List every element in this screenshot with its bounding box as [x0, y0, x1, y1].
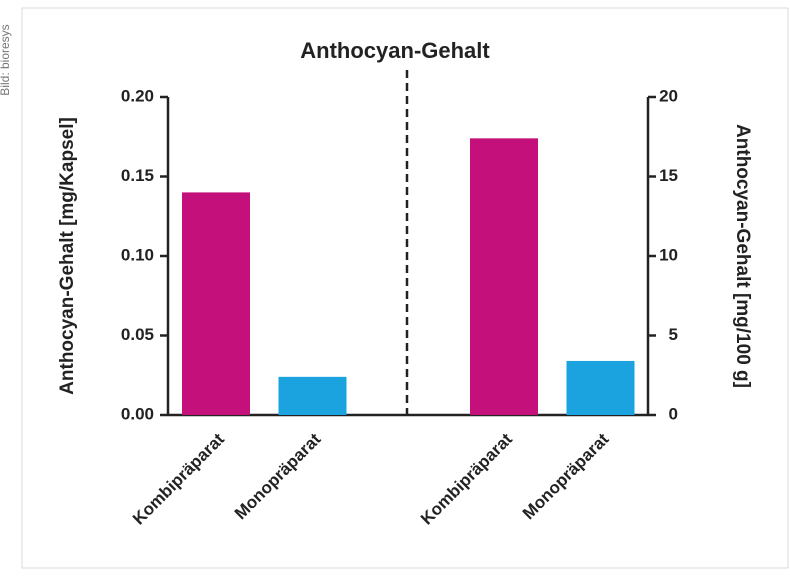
- bar: [278, 376, 347, 415]
- y2-tick-label: 0: [669, 404, 678, 423]
- y-tick-label: 0.10: [121, 245, 154, 264]
- frame: [21, 7, 789, 569]
- y2-tick-label: 20: [659, 86, 678, 105]
- y-tick-label: 0.20: [121, 86, 154, 105]
- bar: [470, 138, 538, 415]
- y-tick-label: 0.00: [121, 404, 154, 423]
- y-axis-label: Anthocyan-Gehalt [mg/Kapsel]: [57, 117, 78, 395]
- y2-axis-label: Anthocyan-Gehalt [mg/100 g]: [732, 124, 753, 388]
- y-tick-label: 0.05: [121, 325, 154, 344]
- y2-tick-label: 10: [659, 245, 678, 264]
- bar: [566, 360, 635, 415]
- chart-title: Anthocyan-Gehalt: [300, 38, 490, 63]
- bar: [182, 192, 250, 415]
- y2-tick-label: 15: [659, 166, 678, 185]
- credit: Bild: bioresys: [0, 24, 12, 95]
- y2-tick-label: 5: [669, 325, 678, 344]
- y-tick-label: 0.15: [121, 166, 154, 185]
